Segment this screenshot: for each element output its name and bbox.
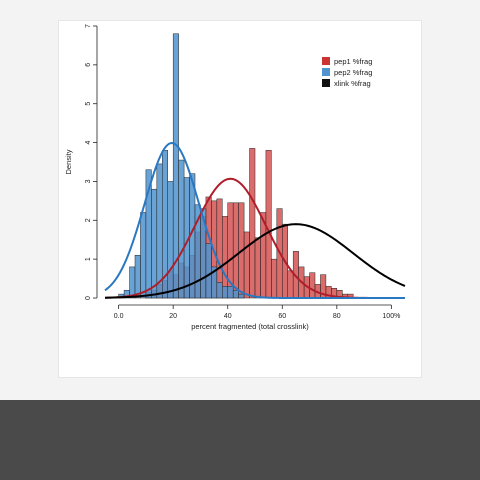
pep1-frag-bar-20 — [254, 237, 261, 299]
pep1-frag-bar-16 — [232, 202, 239, 299]
y-tick-label-1: 1 — [85, 257, 92, 261]
pep1-frag-bar-23 — [271, 258, 278, 299]
pep2-frag-bar-16 — [205, 243, 212, 299]
pep2-frag-bar-21 — [232, 289, 239, 299]
x-tick-label-2: 40 — [224, 313, 232, 320]
y-axis-title: Density — [64, 149, 73, 174]
pep2-frag-bar-3 — [134, 255, 141, 299]
histogram-bars — [118, 33, 354, 299]
pep2-frag-bar-7 — [156, 163, 163, 299]
x-tick-label-0: 0.0 — [114, 313, 124, 320]
xlink-frag-legend-label: xlink %frag — [334, 79, 371, 88]
legend: pep1 %frag pep2 %frag xlink %frag — [322, 57, 372, 88]
pep2-frag-bar-9 — [167, 181, 174, 299]
x-tick-label-1: 20 — [169, 313, 177, 320]
pep1-frag-bar-22 — [265, 150, 272, 299]
y-tick-label-6: 6 — [85, 63, 92, 67]
pep2-frag-bar-20 — [227, 286, 234, 299]
pep2-frag-bar-22 — [238, 293, 245, 299]
pep2-frag-bar-4 — [140, 212, 147, 299]
y-tick-label-0: 0 — [85, 296, 92, 300]
x-tick-label-4: 80 — [333, 313, 341, 320]
y-tick-label-3: 3 — [85, 179, 92, 183]
y-tick-label-5: 5 — [85, 102, 92, 106]
x-axis-title: percent fragmented (total crosslink) — [191, 322, 309, 331]
xlink-frag-legend-swatch — [322, 79, 330, 87]
y-tick-label-2: 2 — [85, 218, 92, 222]
figure-card — [58, 20, 422, 378]
pep2-frag-bar-6 — [151, 188, 158, 299]
pep1-frag-bar-26 — [287, 270, 294, 299]
pep2-frag-legend-label: pep2 %frag — [334, 68, 372, 77]
xlink-frag-density-curve — [104, 223, 406, 299]
y-tick-label-4: 4 — [85, 141, 92, 145]
axes: 0 1 2 3 4 5 6 7 Density 0.0 20 40 60 80 100% percent fr… — [64, 24, 400, 331]
pep2-frag-bar-2 — [129, 266, 136, 299]
pep1-frag-bar-14 — [222, 216, 228, 299]
pep1-frag-bar-18 — [243, 231, 250, 299]
y-tick-label-7: 7 — [85, 24, 92, 28]
pep2-frag-bar-11 — [178, 159, 185, 299]
pep2-frag-bar-18 — [216, 282, 223, 299]
x-tick-label-3: 60 — [278, 313, 286, 320]
pep2-frag-bar-19 — [222, 286, 228, 299]
pep2-frag-legend-swatch — [322, 68, 330, 76]
pep1-frag-bar-19 — [249, 148, 256, 299]
pep1-frag-legend-label: pep1 %frag — [334, 57, 372, 66]
pep1-frag-legend-swatch — [322, 57, 330, 65]
density-curves — [104, 141, 406, 299]
footer-band — [0, 400, 480, 480]
x-tick-label-5: 100% — [382, 313, 400, 320]
pep2-frag-density-curve — [104, 141, 405, 299]
pep1-frag-bar-30 — [309, 272, 316, 299]
